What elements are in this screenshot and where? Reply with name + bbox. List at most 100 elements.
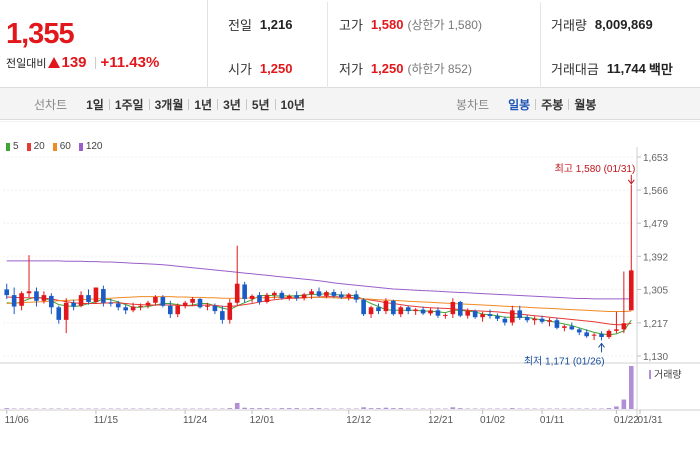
- stat-label: 거래대금: [551, 61, 599, 77]
- candle-body: [34, 291, 39, 301]
- candle-body: [49, 295, 54, 308]
- x-tick-label: 12/01: [250, 415, 275, 426]
- legend-swatch: [78, 142, 83, 151]
- candle-body: [562, 326, 567, 328]
- period-1d-button[interactable]: 1일: [86, 97, 104, 112]
- candle-body: [539, 318, 545, 322]
- candle-body: [614, 329, 619, 331]
- line-chart-periods: 선차트 1일 1주일 3개월 1년 3년 5년 10년: [34, 88, 310, 120]
- candle-body: [86, 295, 91, 302]
- candle-body: [19, 293, 24, 306]
- candle-weekly-button[interactable]: 주봉: [541, 97, 564, 112]
- candle-body: [547, 320, 552, 322]
- legend-label: 60: [59, 141, 71, 152]
- volume-bar: [614, 406, 619, 409]
- candle-body: [346, 294, 352, 298]
- legend-swatch: [26, 142, 31, 151]
- volume-bar: [316, 408, 322, 409]
- candle-body: [391, 300, 396, 315]
- candle-body: [450, 301, 456, 315]
- candle-body: [316, 291, 322, 296]
- volume-bar: [257, 408, 262, 409]
- x-tick-label: 01/31: [637, 415, 662, 426]
- chart-toolbar: 선차트 1일 1주일 3개월 1년 3년 5년 10년 봉차트 일봉 주봉 월봉: [0, 88, 700, 120]
- ma120-line: [6, 260, 632, 300]
- price-chart: 5 20 60 120 1,653 1,566 1,479 1,392 1,305 1,217 1…: [0, 120, 700, 450]
- ma60-line: [6, 296, 632, 312]
- high-arrow-head: [627, 179, 635, 185]
- legend-swatch: [6, 142, 10, 151]
- volume-bar: [286, 408, 292, 409]
- current-price: 1,355: [6, 18, 75, 50]
- candle-body: [383, 300, 389, 312]
- divider: [148, 98, 150, 110]
- divider: [108, 98, 110, 110]
- candle-body: [457, 301, 463, 316]
- candle-body: [331, 292, 337, 296]
- divider: [188, 98, 190, 110]
- legend-label: 20: [33, 141, 45, 152]
- x-tick-label: 11/24: [183, 415, 208, 426]
- candle-body: [591, 334, 597, 336]
- candle-body: [502, 318, 508, 323]
- volume-bar: [294, 408, 299, 409]
- volume-bar: [457, 408, 463, 409]
- volume-bar: [391, 408, 396, 409]
- candle-body: [115, 303, 121, 308]
- candle-chart-periods: 봉차트 일봉 주봉 월봉: [456, 88, 601, 120]
- candle-body: [569, 326, 575, 330]
- stat-value: 8,009,869: [594, 16, 653, 32]
- period-3m-button[interactable]: 3개월: [154, 97, 184, 112]
- candle-body: [487, 314, 493, 317]
- candle-body: [182, 302, 188, 306]
- stat-unit: 백만: [648, 61, 673, 77]
- period-5y-button[interactable]: 5년: [251, 97, 270, 112]
- stat-value: 1,250: [259, 60, 293, 76]
- candle-body: [628, 270, 634, 311]
- candle-body: [465, 311, 471, 316]
- candle-body: [130, 306, 136, 311]
- candle-body: [175, 305, 181, 315]
- candle-monthly-button[interactable]: 월봉: [574, 97, 597, 112]
- period-1w-button[interactable]: 1주일: [114, 97, 144, 112]
- legend-item-ma20: 20: [26, 141, 45, 152]
- candle-body: [294, 295, 299, 299]
- ma5-line: [6, 293, 632, 336]
- volume-bar: [249, 408, 255, 409]
- candle-body: [309, 291, 314, 295]
- period-10y-button[interactable]: 10년: [280, 97, 305, 112]
- candle-body: [584, 332, 589, 337]
- candle-body: [234, 283, 240, 303]
- candle-body: [606, 330, 612, 337]
- candle-body: [212, 305, 218, 312]
- period-3y-button[interactable]: 3년: [223, 97, 241, 112]
- volume-bar: [242, 407, 247, 409]
- stat-label: 거래량: [551, 17, 587, 33]
- candle-body: [41, 295, 47, 301]
- candle-body: [576, 329, 582, 333]
- y-tick-label: 1,392: [643, 252, 668, 263]
- candle-body: [420, 309, 426, 314]
- change-amount: 139: [61, 54, 87, 71]
- y-tick-label: 1,479: [643, 219, 668, 230]
- price-summary: 1,355 전일대비 139 +11.43%: [0, 0, 208, 88]
- candle-chart-label: 봉차트: [456, 97, 490, 112]
- divider: [535, 98, 537, 110]
- candle-body: [205, 305, 210, 307]
- candle-body: [413, 309, 418, 312]
- candle-body: [257, 295, 262, 302]
- candle-daily-button[interactable]: 일봉: [508, 97, 531, 112]
- volume-bar: [628, 366, 634, 409]
- quote-header: 1,355 전일대비 139 +11.43% 전일 1,216 고가 1,580…: [0, 0, 700, 90]
- x-tick-label: 01/22: [614, 415, 639, 426]
- candle-body: [63, 302, 69, 320]
- volume-bar: [361, 407, 366, 409]
- period-1y-button[interactable]: 1년: [194, 97, 213, 112]
- volume-bar: [450, 407, 456, 409]
- candle-body: [495, 316, 500, 319]
- volume-bar: [383, 407, 389, 409]
- candle-body: [480, 314, 485, 318]
- stat-low: 저가 1,250 (하한가 852): [327, 46, 472, 90]
- candle-body: [353, 294, 359, 300]
- volume-bar: [368, 408, 374, 409]
